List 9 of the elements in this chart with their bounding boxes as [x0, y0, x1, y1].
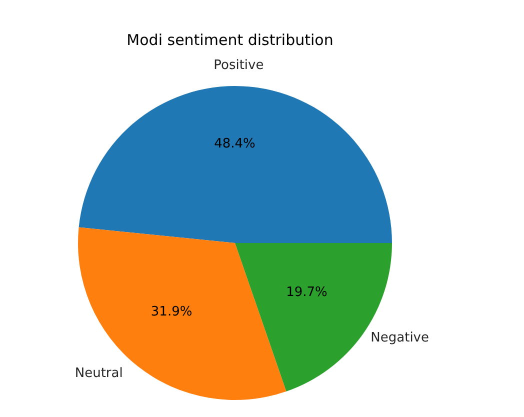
data-label: 31.9% — [150, 304, 192, 320]
pie-slice — [78, 86, 392, 243]
data-label: 48.4% — [214, 136, 256, 152]
slice-label: Positive — [214, 58, 264, 74]
slice-label: Neutral — [74, 366, 123, 381]
data-label: 19.7% — [286, 285, 328, 300]
slice-label: Negative — [370, 330, 430, 346]
chart-title: Modi sentiment distribution — [126, 31, 334, 49]
pie-slice — [78, 227, 286, 400]
